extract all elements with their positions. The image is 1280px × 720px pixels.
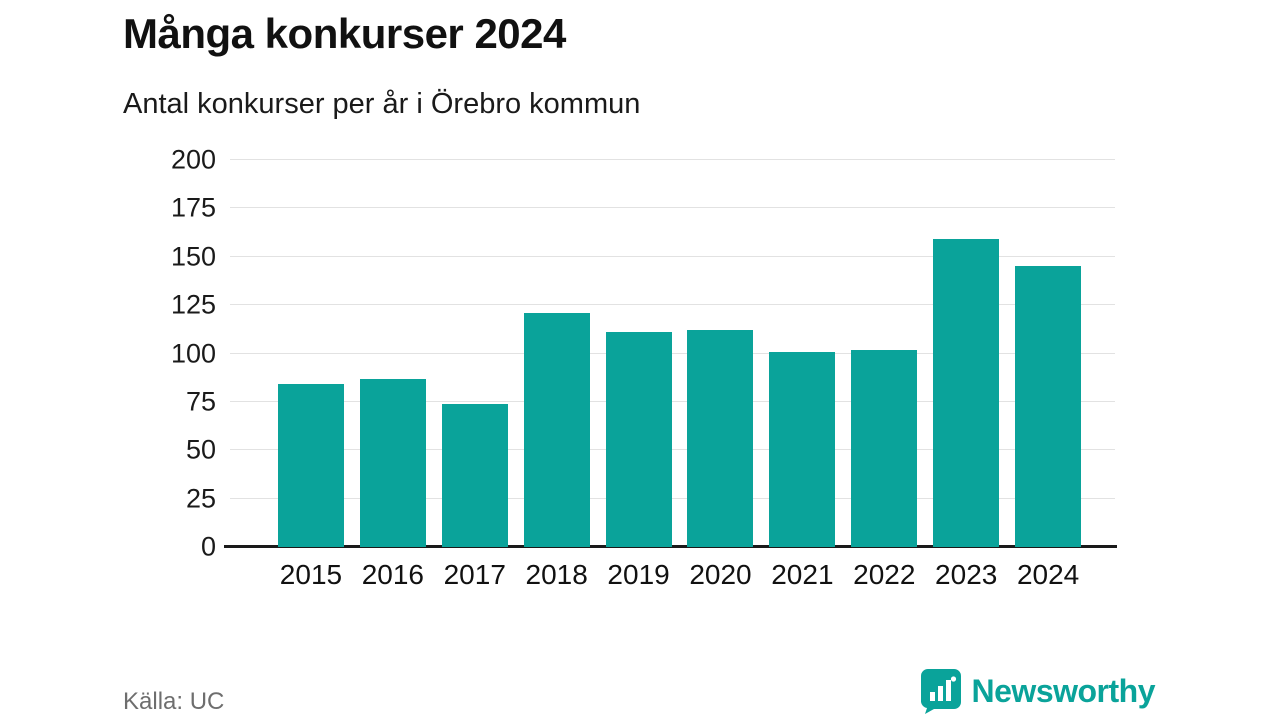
y-tick-label-150: 150 (170, 241, 216, 272)
bar-2020 (687, 330, 754, 547)
x-tick-label-2021: 2021 (771, 559, 834, 590)
x-tick-label-2023: 2023 (935, 559, 998, 590)
gridline-25 (230, 497, 1115, 499)
gridline-50 (230, 449, 1115, 451)
bar-slot-2024 (1007, 160, 1089, 547)
bar-2019 (605, 332, 672, 547)
gridline-150 (230, 255, 1115, 257)
y-tick-label-75: 75 (185, 386, 216, 417)
bar-slot-2022 (843, 160, 925, 547)
bar-2024 (1015, 266, 1082, 547)
brand-wordmark: Newsworthy (971, 672, 1156, 709)
x-tick-label-2018: 2018 (525, 559, 588, 590)
gridline-125 (230, 304, 1115, 306)
bar-2021 (769, 351, 836, 547)
bar-slot-2023 (925, 160, 1007, 547)
x-axis-labels: 2015 2016 2017 2018 2019 2020 2021 2022 2023 2024 (230, 559, 1115, 591)
y-tick-label-175: 175 (170, 192, 216, 223)
y-tick-label-25: 25 (185, 483, 216, 514)
y-tick-label-200: 200 (170, 144, 216, 175)
bar-slot-2018 (516, 160, 598, 547)
y-tick-label-100: 100 (170, 338, 216, 368)
bar-2016 (359, 378, 426, 547)
newsworthy-logo-icon (920, 668, 962, 714)
source-note: Källa: UC (123, 688, 225, 715)
x-tick-label-2020: 2020 (689, 559, 752, 590)
y-tick-label-0: 0 (200, 531, 216, 562)
bars-container (230, 160, 1115, 547)
bar-slot-2015 (270, 160, 352, 547)
gridline-175 (230, 207, 1115, 209)
bar-slot-2016 (352, 160, 434, 547)
bar-2015 (277, 384, 344, 547)
gridline-100 (230, 352, 1115, 354)
bar-slot-2017 (434, 160, 516, 547)
bar-slot-2019 (598, 160, 680, 547)
y-tick-label-50: 50 (185, 434, 216, 465)
bar-2023 (933, 239, 1000, 547)
brand-lockup: Newsworthy (920, 668, 1156, 714)
bar-slot-2021 (761, 160, 843, 547)
bar-2017 (441, 403, 508, 547)
plot-area: 2015 2016 2017 2018 2019 2020 2021 2022 2023 2024… (171, 146, 1117, 590)
chart-subtitle: Antal konkurser per år i Örebro kommun (123, 88, 641, 120)
chart-title: Många konkurser 2024 (123, 10, 566, 57)
x-tick-label-2015: 2015 (279, 559, 343, 590)
bar-slot-2020 (680, 160, 762, 547)
x-tick-label-2016: 2016 (361, 559, 424, 590)
x-tick-label-2019: 2019 (607, 559, 670, 590)
gridline-75 (230, 400, 1115, 402)
x-tick-label-2017: 2017 (443, 559, 506, 590)
bar-2022 (851, 349, 918, 547)
y-tick-label-125: 125 (170, 289, 216, 320)
x-tick-label-2024: 2024 (1016, 559, 1080, 590)
bar-2018 (523, 312, 590, 547)
gridline-200 (230, 159, 1115, 160)
x-tick-label-2022: 2022 (853, 559, 916, 590)
